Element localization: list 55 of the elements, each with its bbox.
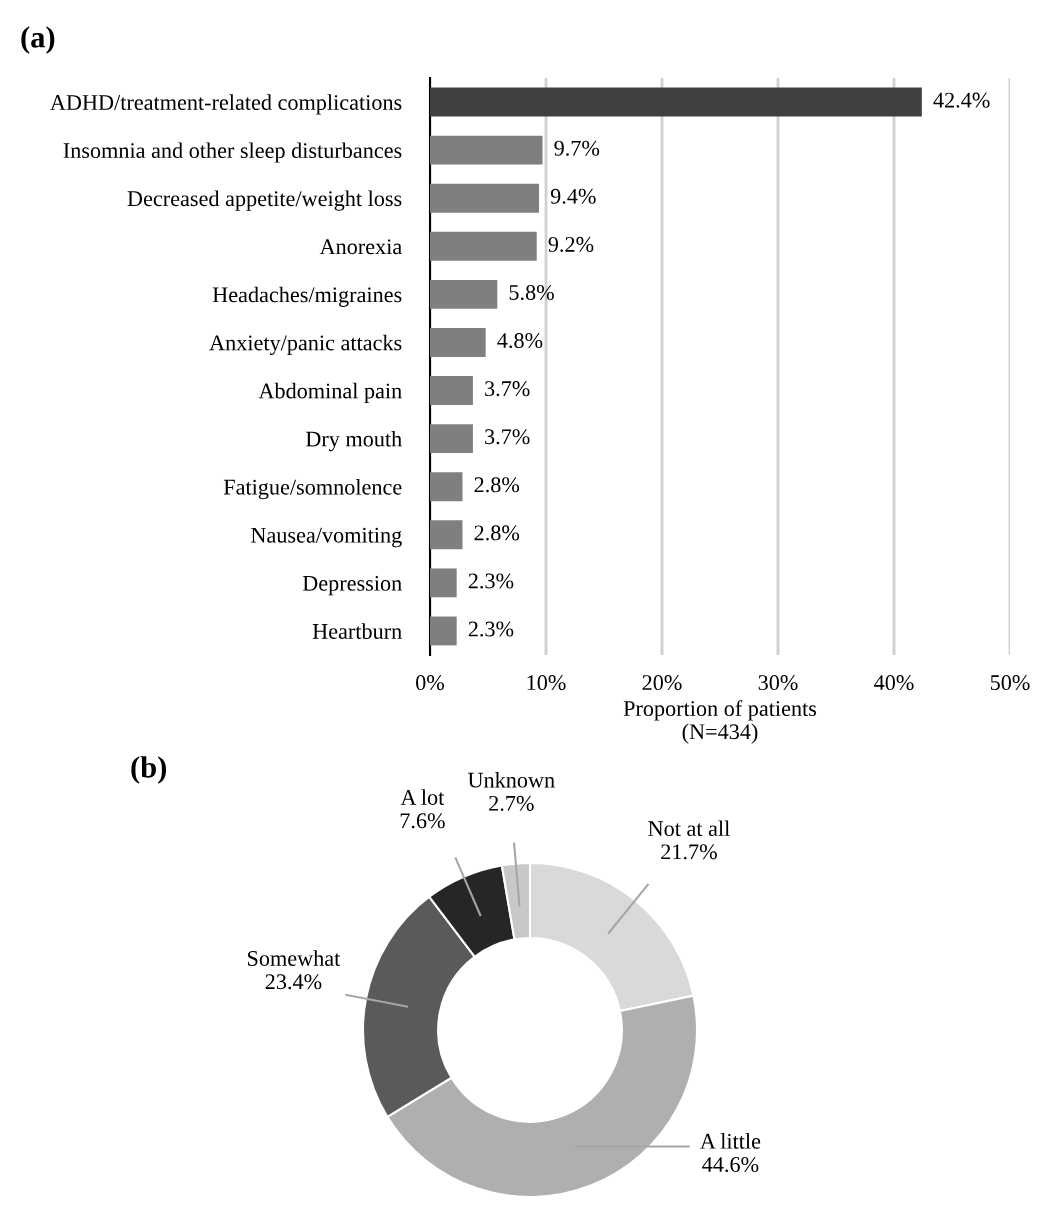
bar: [430, 87, 922, 117]
x-tick-label: 40%: [874, 675, 914, 691]
slice-label: A little: [700, 1133, 761, 1149]
data-label: 9.4%: [550, 188, 596, 204]
data-label: 3.7%: [485, 429, 530, 445]
bar: [430, 616, 457, 646]
bar: [430, 135, 543, 165]
data-label: 2.3%: [468, 621, 514, 637]
x-tick-label: 0%: [416, 675, 445, 691]
slice-label: Unknown: [467, 771, 555, 788]
x-tick-label: 50%: [990, 675, 1030, 691]
bar: [430, 376, 473, 405]
data-label: 9.7%: [554, 140, 600, 156]
data-label: 9.2%: [548, 236, 594, 252]
data-label: 7.6%: [400, 813, 445, 829]
data-label: 21.7%: [661, 844, 717, 860]
slice-label: Somewhat: [248, 950, 341, 966]
y-tick-label: Nausea/vomiting: [251, 527, 402, 548]
y-tick-label: Insomnia and other sleep disturbances: [63, 142, 402, 163]
bar: [430, 472, 463, 502]
x-axis-title: Proportion of patients (N=434): [623, 700, 817, 744]
bar: [430, 568, 457, 598]
bar: [430, 279, 498, 309]
y-tick-label: Heartburn: [312, 623, 402, 639]
bar: [430, 520, 463, 550]
y-tick-label: Anxiety/panic attacks: [209, 334, 402, 355]
bar: [430, 231, 537, 261]
y-tick-label: Headaches/migraines: [212, 286, 402, 307]
data-label: 4.8%: [497, 333, 543, 349]
data-label: 42.4%: [933, 92, 990, 108]
y-tick-label: Fatigue/somnolence: [223, 479, 402, 500]
slice-label: Not at all: [648, 820, 730, 837]
data-label: 2.3%: [468, 573, 514, 589]
bar: [430, 183, 540, 213]
data-label: 2.8%: [474, 525, 520, 541]
data-label: 44.6%: [702, 1156, 759, 1173]
y-tick-label: Decreased appetite/weight loss: [127, 190, 402, 211]
x-tick-label: 30%: [758, 675, 798, 691]
data-label: 23.4%: [265, 974, 322, 990]
x-tick-label: 20%: [642, 675, 682, 691]
y-tick-label: Dry mouth: [305, 430, 402, 452]
bar: [430, 328, 486, 357]
text: (a): [21, 26, 55, 54]
data-label: 5.8%: [509, 284, 554, 301]
y-tick-label: Anorexia: [319, 239, 402, 255]
data-label: 2.8%: [474, 477, 520, 493]
data-label: 3.7%: [485, 381, 530, 397]
data-label: 2.7%: [489, 795, 534, 811]
y-tick-label: Abdominal pain: [258, 382, 402, 403]
y-tick-label: ADHD/treatment-related complications: [50, 94, 402, 115]
bar: [430, 424, 473, 454]
x-tick-label: 10%: [527, 675, 566, 691]
y-tick-label: Depression: [302, 575, 402, 596]
chart-title: (b): [131, 756, 166, 784]
slice-label: A lot: [400, 789, 445, 805]
